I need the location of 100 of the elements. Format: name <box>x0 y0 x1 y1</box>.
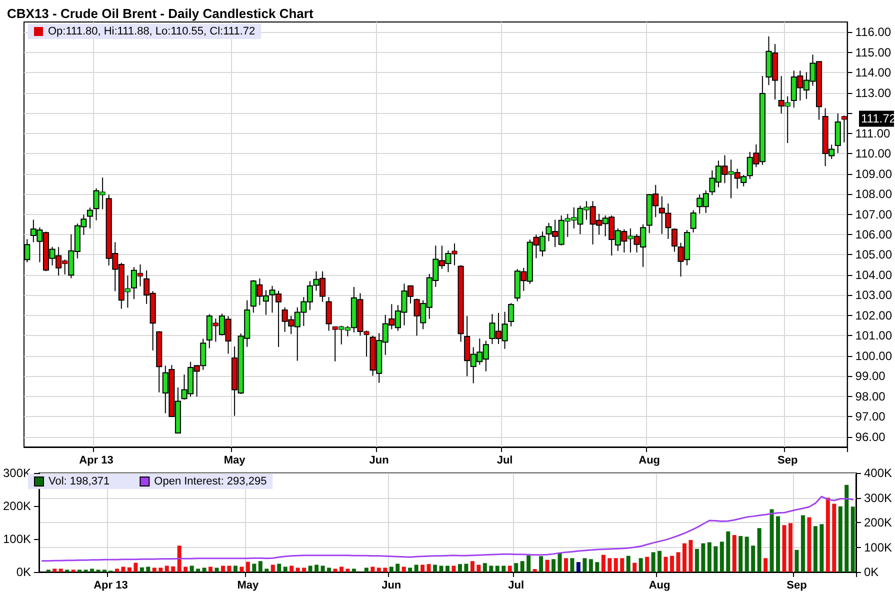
bar <box>645 556 650 572</box>
bar <box>726 531 730 572</box>
bar <box>676 552 680 572</box>
x-tick-label: Jun <box>382 580 402 592</box>
bar <box>576 562 580 572</box>
bar <box>601 554 606 572</box>
bar <box>320 566 325 572</box>
bar <box>520 561 524 572</box>
bar <box>820 524 824 572</box>
bar <box>246 562 250 572</box>
bar <box>658 550 662 572</box>
bar <box>164 566 169 572</box>
bar <box>140 567 144 572</box>
y-tick-label: 104.00 <box>855 268 892 282</box>
bar <box>788 523 792 572</box>
bar <box>264 568 269 572</box>
bar <box>807 517 812 572</box>
bar <box>240 566 244 572</box>
chart-title: CBX13 - Crude Oil Brent - Daily Candlestick Chart <box>7 6 314 21</box>
bar <box>558 553 562 572</box>
bar <box>800 515 805 572</box>
x-tick-label: May <box>224 454 246 466</box>
bar <box>227 566 232 572</box>
bar <box>177 546 182 572</box>
bar <box>489 566 494 572</box>
y-tick-label: 102.00 <box>855 308 892 322</box>
candlestick <box>671 228 678 252</box>
bar <box>202 568 206 572</box>
bar <box>595 562 600 572</box>
bar <box>545 560 550 572</box>
bar <box>58 568 63 572</box>
bar <box>720 542 724 572</box>
bar <box>414 564 418 572</box>
bar <box>564 558 568 572</box>
bar <box>402 566 406 572</box>
y2-tick-label: 400K <box>864 466 892 480</box>
bar <box>832 504 836 572</box>
bar <box>396 564 400 572</box>
bar <box>52 568 57 572</box>
y-tick-label: 101.00 <box>855 328 892 343</box>
bar <box>682 543 686 572</box>
y-tick-label: 96.00 <box>855 430 886 444</box>
bar <box>502 566 506 572</box>
y-tick-label: 113.00 <box>855 86 892 100</box>
bar <box>732 535 736 572</box>
y-tick-label: 300K <box>2 466 32 480</box>
bar <box>114 568 119 572</box>
y-tick-label: 114.00 <box>855 66 892 80</box>
bar <box>383 568 388 572</box>
bar <box>214 568 219 572</box>
x-tick-label: Jul <box>508 580 524 592</box>
bar <box>813 526 818 572</box>
bar <box>208 566 213 572</box>
bar <box>458 564 462 572</box>
bar <box>688 540 693 572</box>
bar <box>364 568 368 572</box>
bar <box>220 566 225 572</box>
bar <box>152 568 156 572</box>
candlestick <box>834 112 841 154</box>
bar <box>707 542 712 572</box>
bar <box>433 564 438 572</box>
y-tick-label: 98.00 <box>855 389 886 404</box>
bar <box>352 568 356 572</box>
bar <box>171 566 176 572</box>
bar <box>714 546 718 572</box>
bar <box>420 564 425 572</box>
bar <box>626 556 630 572</box>
bar <box>327 568 332 572</box>
bar <box>770 509 774 572</box>
bar <box>482 563 487 572</box>
y-tick-label: 100.00 <box>855 348 892 363</box>
y-tick-label: 108.00 <box>855 187 892 202</box>
bar <box>539 556 544 572</box>
bar <box>757 528 762 572</box>
y-tick-label: 99.00 <box>855 369 886 384</box>
bar <box>302 568 306 572</box>
bar <box>508 566 512 572</box>
bar <box>389 566 394 572</box>
bar <box>844 484 849 572</box>
x-tick-label: Aug <box>648 580 670 592</box>
bar <box>514 563 518 572</box>
candlestick <box>508 302 514 327</box>
bar <box>376 568 381 572</box>
y-tick-label: 100K <box>2 532 32 546</box>
bar <box>470 561 474 572</box>
bar <box>296 568 300 572</box>
x-tick-label: Aug <box>638 454 660 466</box>
bar <box>526 556 531 572</box>
y-tick-label: 115.00 <box>855 45 892 60</box>
candlestick <box>690 210 696 233</box>
bar <box>850 506 855 572</box>
y-tick-label: 116.00 <box>855 25 892 40</box>
candlestick <box>326 296 332 332</box>
bar <box>588 559 593 572</box>
bar <box>290 566 294 572</box>
bar <box>476 564 481 572</box>
bar <box>134 562 138 572</box>
bar <box>632 562 637 572</box>
bar <box>620 558 624 572</box>
bar <box>233 566 238 572</box>
